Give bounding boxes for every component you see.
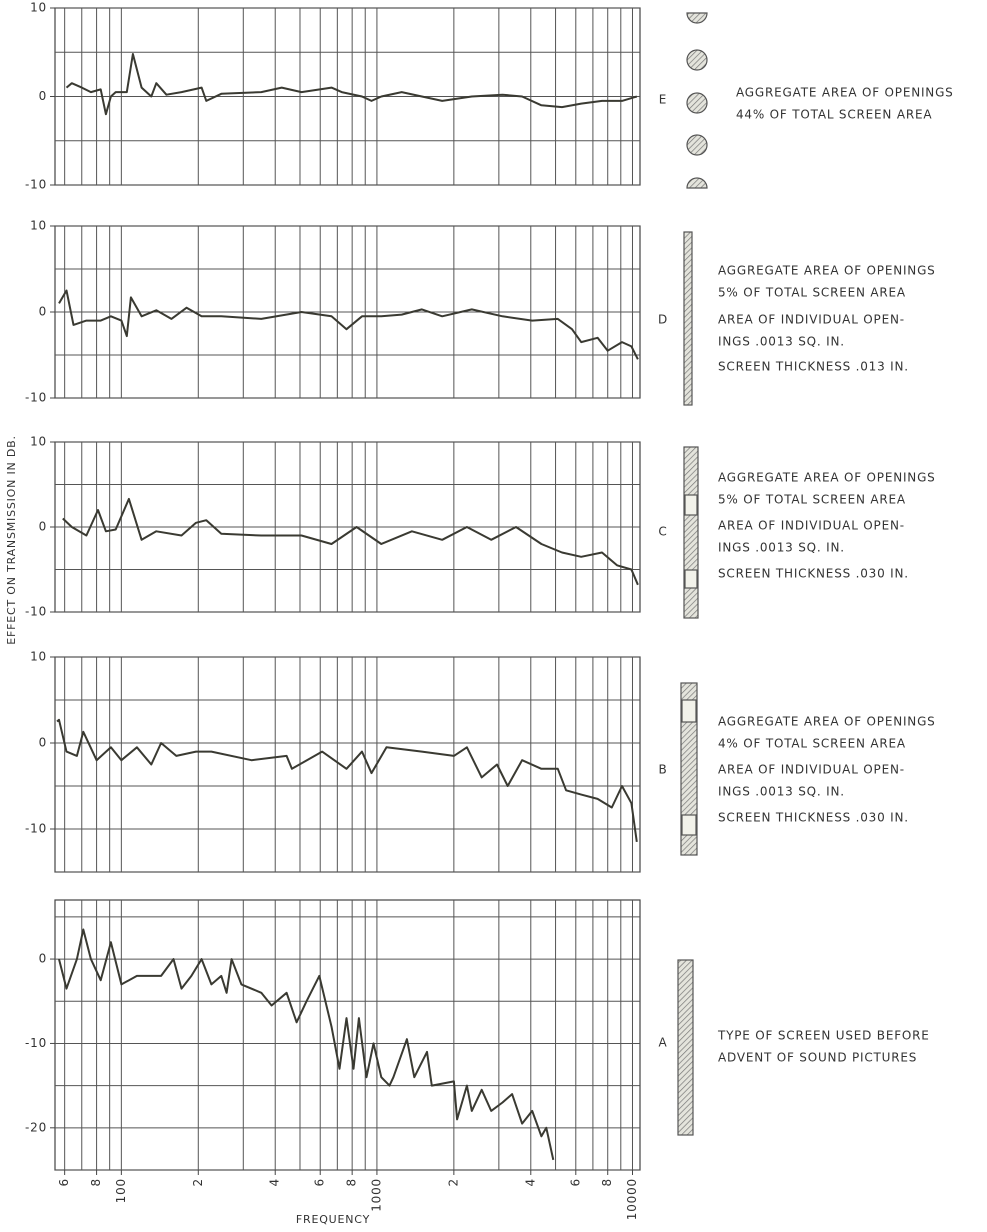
annotation: ADVENT OF SOUND PICTURES [718, 1051, 917, 1065]
x-tick-label: 8 [345, 1178, 359, 1186]
plot-frame [55, 657, 640, 872]
x-tick-label: 100 [114, 1178, 128, 1203]
x-tick-label: 6 [57, 1178, 71, 1186]
y-tick-label: -10 [25, 391, 47, 405]
annotation: INGS .0013 SQ. IN. [718, 541, 845, 555]
annotation: 5% OF TOTAL SCREEN AREA [718, 286, 906, 300]
data-line [57, 720, 637, 842]
panel-letter: D [658, 313, 668, 327]
y-tick-label: 10 [30, 1, 47, 15]
y-tick-label: 0 [39, 89, 47, 103]
x-tick-label: 8 [600, 1178, 614, 1186]
annotation: AGGREGATE AREA OF OPENINGS [718, 715, 936, 729]
x-tick-label: 2 [191, 1178, 205, 1186]
y-tick-label: -10 [25, 822, 47, 836]
y-tick-label: -10 [25, 605, 47, 619]
x-tick-label: 4 [268, 1178, 282, 1186]
x-tick-label: 2 [446, 1178, 460, 1186]
annotation: TYPE OF SCREEN USED BEFORE [717, 1029, 930, 1043]
x-axis-label: FREQUENCY [296, 1213, 370, 1226]
y-tick-label: 10 [30, 435, 47, 449]
annotation: AGGREGATE AREA OF OPENINGS [718, 471, 936, 485]
annotation: 5% OF TOTAL SCREEN AREA [718, 493, 906, 507]
x-tick-label: 4 [523, 1178, 537, 1186]
annotation: 4% OF TOTAL SCREEN AREA [718, 737, 906, 751]
y-tick-label: 0 [39, 520, 47, 534]
annotation: INGS .0013 SQ. IN. [718, 785, 845, 799]
data-line [67, 54, 637, 114]
y-tick-label: -10 [25, 1036, 47, 1050]
y-tick-label: -20 [25, 1120, 47, 1134]
panel-letter: B [658, 763, 667, 777]
annotation: AREA OF INDIVIDUAL OPEN- [718, 763, 905, 777]
data-line [63, 499, 638, 585]
x-tick-label: 6 [313, 1178, 327, 1186]
annotation: INGS .0013 SQ. IN. [718, 335, 845, 349]
y-tick-label: 10 [30, 650, 47, 664]
y-tick-label: 0 [39, 305, 47, 319]
x-tick-label: 1000 [369, 1178, 383, 1212]
x-tick-label: 8 [89, 1178, 103, 1186]
annotation: SCREEN THICKNESS .030 IN. [718, 567, 909, 581]
x-tick-label: 6 [568, 1178, 582, 1186]
y-axis-label: EFFECT ON TRANSMISSION IN DB. [5, 435, 18, 645]
annotation: AREA OF INDIVIDUAL OPEN- [718, 313, 905, 327]
annotation: 44% OF TOTAL SCREEN AREA [736, 108, 932, 122]
screen-icons [678, 13, 707, 1135]
x-tick-label: 10000 [625, 1178, 639, 1220]
y-tick-label: 0 [39, 736, 47, 750]
y-tick-label: -10 [25, 178, 47, 192]
plot-frame [55, 900, 640, 1170]
data-line [59, 930, 553, 1160]
annotation: AGGREGATE AREA OF OPENINGS [718, 264, 936, 278]
data-line [59, 291, 638, 360]
annotation: SCREEN THICKNESS .030 IN. [718, 811, 909, 825]
figure: FREQUENCY EFFECT ON TRANSMISSION IN DB. … [0, 0, 987, 1228]
annotation: SCREEN THICKNESS .013 IN. [718, 360, 909, 374]
annotation: AREA OF INDIVIDUAL OPEN- [718, 519, 905, 533]
panel-letter: E [659, 93, 667, 107]
annotation: AGGREGATE AREA OF OPENINGS [736, 86, 954, 100]
y-tick-label: 10 [30, 219, 47, 233]
y-tick-label: 0 [39, 952, 47, 966]
panel-letter: A [658, 1036, 667, 1050]
panel-letter: C [658, 525, 667, 539]
